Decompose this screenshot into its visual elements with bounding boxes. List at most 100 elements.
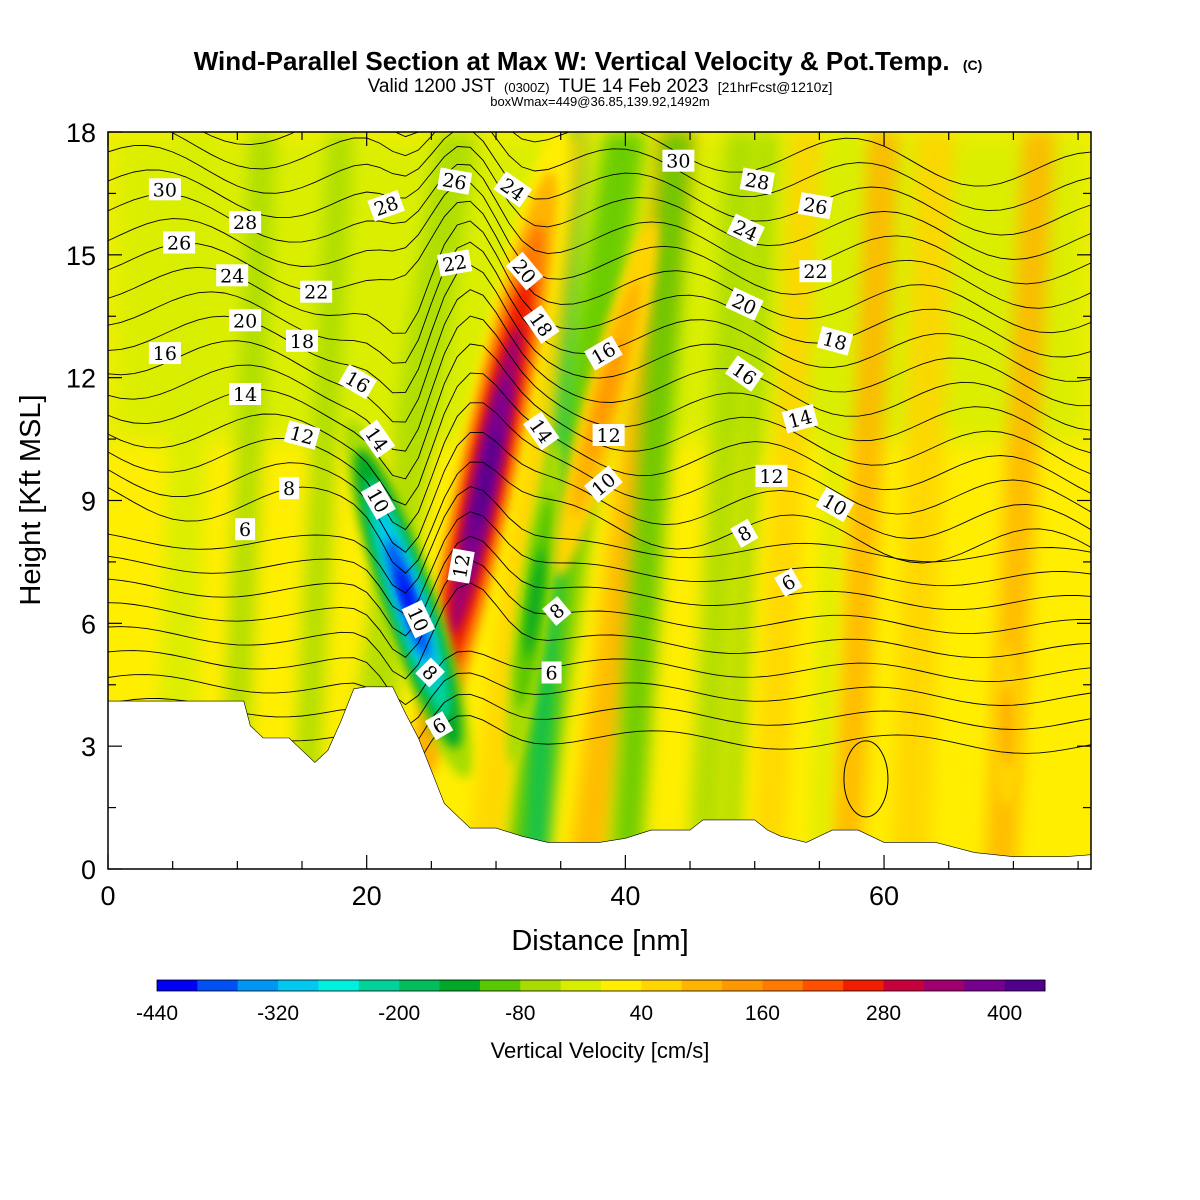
theta-contour-line [108,132,1091,236]
valid-z: (0300Z) [504,80,550,95]
title-mark: (C) [963,57,982,73]
x-tick-label: 20 [352,881,382,911]
colorbar-swatch [681,980,723,991]
colorbar-swatch [278,980,319,991]
x-tick-label: 0 [100,881,115,911]
theta-label-box [229,309,262,332]
theta-label-box [815,487,855,523]
theta-label-box [338,364,377,400]
theta-label-box [358,419,396,459]
theta-label: 6 [541,661,562,685]
colorbar-swatch [439,980,481,991]
colorbar-swatch [358,980,400,991]
vertical-velocity-field [108,132,1091,869]
theta-label-text: 14 [233,384,257,406]
colorbar-tick-label: -200 [378,1002,420,1025]
theta-label-box [541,661,562,684]
theta-label-text: 26 [441,169,469,195]
theta-label-box [523,304,560,344]
vv-band [466,132,591,869]
theta-contour-line [108,220,1091,358]
theta-label: 18 [816,326,854,356]
theta-label: 28 [229,211,262,234]
theta-label: 8 [730,518,759,548]
theta-label-text: 20 [233,310,257,332]
theta-label: 14 [229,383,262,406]
theta-label-text: 16 [153,343,177,365]
theta-label-box [447,548,475,584]
vv-band [289,132,354,869]
theta-contour-line [169,132,1091,212]
theta-contour-line [108,146,1091,260]
theta-label-box [584,335,623,371]
theta-label: 20 [229,309,262,332]
y-tick-label: 18 [66,118,96,148]
y-tick-label: 3 [81,732,96,762]
theta-contour-line [108,461,1091,574]
colorbar-swatch [641,980,683,991]
theta-label: 6 [424,711,454,741]
theta-label: 12 [447,548,475,584]
theta-label-text: 12 [759,466,783,488]
theta-label: 6 [774,567,803,597]
colorbar-swatch [520,980,562,991]
axis-tick-labels: 0 20 40 60 0 3 6 9 12 15 18 [66,118,899,911]
theta-label-text: 8 [283,478,295,500]
theta-label-box [523,411,560,451]
theta-label-box [148,342,181,365]
theta-contour-line [108,511,1091,616]
svg-text:Valid 1200 JST (0300Z): Valid 1200 JST (0300Z) TUE 14 Feb 2023 [… [368,76,833,97]
theta-contours [108,132,1091,818]
theta-label-box [725,287,764,321]
valid-date: TUE 14 Feb 2023 [558,76,708,97]
theta-label-box [229,383,262,405]
chart-title: Wind-Parallel Section at Max W: Vertical… [194,46,983,109]
theta-label: 30 [662,149,695,173]
theta-label: 28 [739,167,775,195]
vv-band [718,132,778,869]
theta-contour-line [202,132,1091,187]
theta-label-box [436,249,473,277]
theta-label: 22 [799,260,832,283]
theta-label-box [367,189,405,222]
theta-label-box [739,167,775,195]
valid-fcst: [21hrFcst@1210z] [718,79,833,95]
theta-label: 14 [781,403,819,434]
theta-label-box [584,465,623,503]
theta-label-box [283,420,321,450]
title-main: Wind-Parallel Section at Max W: Vertical… [194,46,950,76]
theta-label: 18 [286,329,318,353]
theta-label-text: 22 [441,251,469,277]
theta-label-box [424,711,454,741]
vv-band [752,132,822,869]
theta-label-text: 28 [233,212,257,234]
colorbar-swatch [964,980,1006,991]
colorbar-swatch [601,980,642,991]
colorbar-tick-label: 160 [745,1002,780,1025]
theta-label-box [755,464,788,487]
x-tick-label: 60 [869,881,899,911]
y-tick-label: 9 [81,487,96,517]
colorbar-swatch [318,980,360,991]
theta-label-text: 30 [666,151,690,173]
terrain [107,686,1092,870]
theta-label-box [415,657,445,688]
theta-label: 16 [148,342,181,365]
colorbar-swatch [479,980,521,991]
theta-contour-labels: 3026242820162218141286281614102622242018… [148,149,855,741]
vv-band [829,132,900,869]
vv-core [999,684,1015,767]
theta-contour-line [108,650,1091,706]
theta-label-box [816,326,854,356]
vv-band [217,132,277,869]
colorbar-swatch [883,980,925,991]
theta-contour-closed [843,740,889,818]
colorbar-swatch [237,980,279,991]
theta-label: 26 [797,192,834,220]
colorbar-swatch [197,980,239,991]
y-axis-label: Height [Kft MSL] [15,394,47,605]
colorbar-swatch [399,980,441,991]
svg-text:Wind-Parallel Section at Max W: Wind-Parallel Section at Max W: Vertical… [194,46,983,76]
theta-contour-line [108,200,1091,334]
